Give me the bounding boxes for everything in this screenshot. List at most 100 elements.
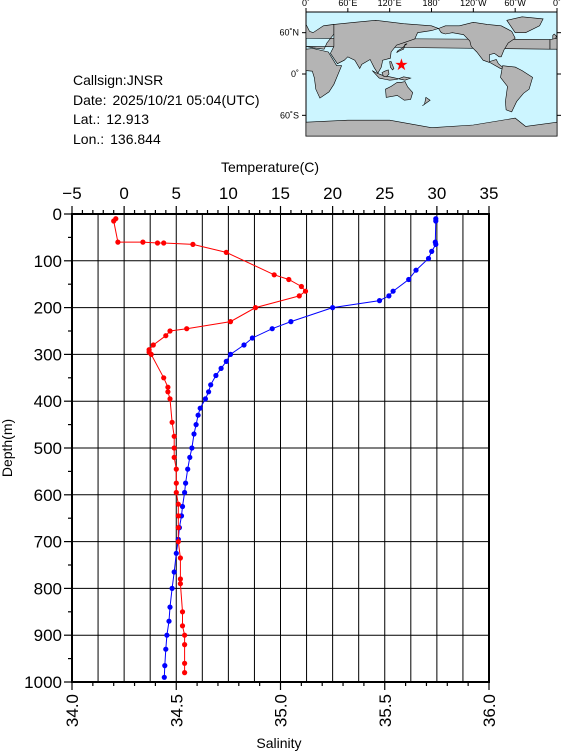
callsign-text: Callsign:JNSR — [73, 72, 164, 88]
temp-tick-label: 30 — [427, 184, 446, 203]
map-lat-label: 0˚ — [291, 69, 299, 79]
temperature-point — [208, 382, 214, 388]
depth-tick-label: 700 — [34, 533, 62, 552]
depth-axis-title: Depth(m) — [0, 419, 15, 477]
world-map: 0˚ 60˚E 120˚E 180˚ 120˚W 60˚W 0˚ 60˚N 0˚ 60˚S ★ — [279, 0, 561, 137]
map-lon-label: 0˚ — [553, 0, 561, 8]
salinity-point — [150, 342, 156, 348]
date-line: Date: 2025/10/21 05:04(UTC) — [73, 91, 260, 111]
salinity-point — [227, 319, 234, 325]
salinity-point — [190, 241, 196, 247]
map-lon-label: 0˚ — [302, 0, 310, 8]
temperature-point — [330, 305, 336, 311]
temp-tick-label: 0 — [119, 184, 128, 203]
temp-tick-label: 25 — [375, 184, 394, 203]
grid — [71, 213, 490, 683]
salinity-point — [115, 239, 121, 245]
temp-tick-label: 5 — [172, 184, 181, 203]
salinity-point — [173, 480, 179, 486]
axis-ticks — [64, 206, 490, 690]
salinity-point — [175, 539, 181, 545]
temperature-point — [249, 335, 255, 341]
sal-tick-label: 35.0 — [272, 694, 291, 727]
temperature-axis-title: Temperature(C) — [221, 159, 319, 175]
temp-tick-label: 20 — [323, 184, 342, 203]
lat-line: Lat.: 12.913 — [73, 110, 260, 130]
salinity-point — [169, 419, 175, 425]
salinity-point — [171, 454, 177, 460]
temp-tick-label: 15 — [271, 184, 290, 203]
temperature-point — [169, 585, 175, 592]
temperature-point — [202, 396, 208, 402]
greenland-land — [506, 16, 544, 33]
temperature-point — [227, 351, 234, 357]
temperature-point — [171, 569, 177, 575]
map-lon-label: 120˚W — [460, 0, 487, 8]
lon-line: Lon.: 136.844 — [73, 130, 260, 150]
temperature-point — [179, 503, 186, 510]
temperature-point — [193, 422, 199, 428]
temperature-point — [197, 405, 203, 411]
temperature-point — [269, 326, 275, 332]
date-label: Date: — [73, 91, 107, 108]
north-america-land — [438, 21, 516, 69]
temperature-point — [185, 466, 191, 472]
temperature-point — [164, 632, 170, 638]
sal-tick-label: 36.0 — [480, 694, 499, 727]
lat-value: 12.913 — [106, 111, 150, 127]
south-america-land — [500, 65, 533, 113]
borneo-land — [381, 69, 390, 78]
salinity-point — [302, 288, 309, 294]
temp-tick-label: 10 — [219, 184, 238, 203]
temperature-point — [390, 288, 396, 294]
salinity-point — [179, 623, 186, 629]
europe-land-wrap — [549, 37, 558, 50]
temperature-point — [167, 604, 173, 610]
map-lon-label: 60˚W — [504, 0, 526, 8]
map-lat-label: 60˚N — [279, 28, 299, 38]
temp-tick-label: 35 — [480, 184, 499, 203]
salinity-point — [182, 632, 188, 638]
salinity-line — [113, 218, 307, 673]
temperature-point — [288, 319, 294, 325]
salinity-point — [179, 609, 186, 615]
temperature-point — [223, 358, 229, 364]
temperature-point — [386, 293, 392, 299]
temperature-point — [166, 618, 172, 624]
salinity-point — [223, 249, 229, 255]
salinity-point — [182, 642, 188, 648]
temperature-point — [195, 412, 201, 418]
temperature-point — [433, 241, 439, 247]
temperature-point — [213, 372, 219, 379]
africa-land — [305, 48, 343, 99]
salinity-axis-title: Salinity — [256, 735, 301, 751]
lon-value: 136.844 — [110, 130, 161, 147]
indonesia-land — [371, 70, 412, 81]
depth-tick-label: 600 — [34, 486, 62, 505]
salinity-point — [177, 576, 183, 582]
temperature-point — [241, 342, 247, 348]
australia-land — [385, 81, 414, 101]
date-value: 2025/10/21 05:04(UTC) — [112, 91, 260, 108]
depth-tick-label: 200 — [34, 299, 62, 318]
salinity-point — [184, 326, 190, 332]
antarctica-land — [305, 117, 558, 137]
temperature-point — [162, 663, 168, 669]
depth-tick-label: 500 — [34, 439, 62, 458]
temperature-point — [433, 218, 439, 224]
salinity-point — [182, 660, 188, 666]
philippines-land — [389, 61, 395, 71]
depth-tick-label: 400 — [34, 392, 62, 411]
salinity-point — [173, 466, 179, 472]
salinity-point — [148, 351, 154, 357]
lat-label: Lat.: — [73, 111, 101, 127]
newzealand-land — [422, 96, 431, 106]
map-lat-label: 60˚S — [280, 110, 299, 120]
japan-land — [396, 43, 408, 53]
salinity-point — [171, 433, 177, 439]
salinity-point — [286, 276, 292, 283]
salinity-point — [182, 670, 188, 676]
